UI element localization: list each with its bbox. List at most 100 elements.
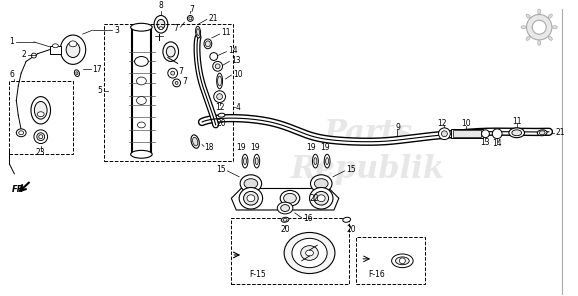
- Text: 23: 23: [36, 148, 46, 157]
- Text: 10: 10: [234, 70, 243, 79]
- Text: 16: 16: [303, 214, 313, 223]
- Ellipse shape: [244, 179, 258, 189]
- Text: 17: 17: [92, 65, 102, 74]
- Ellipse shape: [549, 14, 553, 18]
- Text: 1: 1: [10, 37, 14, 46]
- Ellipse shape: [37, 133, 45, 141]
- Ellipse shape: [189, 17, 192, 20]
- Circle shape: [168, 68, 177, 78]
- Text: 11: 11: [512, 117, 521, 126]
- Ellipse shape: [314, 179, 328, 189]
- Ellipse shape: [131, 23, 152, 31]
- Ellipse shape: [292, 238, 327, 268]
- Ellipse shape: [18, 131, 24, 135]
- Text: 14: 14: [492, 139, 502, 148]
- Ellipse shape: [313, 154, 318, 168]
- Ellipse shape: [163, 42, 179, 62]
- Ellipse shape: [66, 42, 80, 57]
- Circle shape: [214, 91, 225, 102]
- Ellipse shape: [301, 246, 318, 260]
- Ellipse shape: [136, 77, 146, 85]
- Bar: [357, 237, 425, 284]
- Bar: [231, 218, 349, 284]
- Ellipse shape: [509, 128, 525, 138]
- Text: 22: 22: [310, 194, 319, 203]
- Ellipse shape: [53, 44, 58, 48]
- Text: 20: 20: [217, 120, 227, 128]
- Ellipse shape: [549, 36, 553, 40]
- Ellipse shape: [154, 15, 168, 33]
- Ellipse shape: [218, 76, 221, 86]
- Ellipse shape: [314, 192, 328, 205]
- Ellipse shape: [324, 154, 330, 168]
- Ellipse shape: [343, 217, 350, 222]
- Ellipse shape: [281, 217, 289, 222]
- Text: 13: 13: [231, 56, 241, 65]
- Ellipse shape: [242, 154, 248, 168]
- Text: 4: 4: [235, 103, 240, 112]
- Text: F-15: F-15: [249, 270, 266, 279]
- Text: 11: 11: [221, 28, 231, 37]
- Text: Parts
Republik: Parts Republik: [291, 118, 445, 185]
- Ellipse shape: [39, 135, 43, 139]
- Ellipse shape: [254, 154, 260, 168]
- Ellipse shape: [526, 14, 530, 18]
- Text: 5: 5: [98, 86, 102, 95]
- Text: 15: 15: [216, 165, 225, 174]
- Circle shape: [442, 131, 447, 137]
- Text: 6: 6: [9, 70, 14, 79]
- Polygon shape: [231, 189, 339, 210]
- Circle shape: [210, 53, 218, 60]
- Ellipse shape: [538, 41, 540, 45]
- Circle shape: [215, 64, 220, 69]
- Text: 21: 21: [556, 128, 565, 137]
- Ellipse shape: [157, 20, 165, 29]
- Ellipse shape: [325, 158, 328, 165]
- Ellipse shape: [16, 129, 26, 137]
- Text: 10: 10: [461, 120, 470, 128]
- Text: F-16: F-16: [368, 270, 385, 279]
- Text: 12: 12: [215, 103, 224, 112]
- Text: 7: 7: [190, 5, 195, 14]
- Text: 7: 7: [183, 78, 187, 86]
- Ellipse shape: [166, 46, 175, 57]
- Ellipse shape: [310, 187, 333, 209]
- Ellipse shape: [31, 96, 50, 124]
- Bar: [104, 24, 234, 161]
- Circle shape: [439, 128, 450, 140]
- Ellipse shape: [135, 57, 148, 66]
- Ellipse shape: [281, 205, 290, 211]
- Ellipse shape: [243, 192, 258, 205]
- Ellipse shape: [34, 102, 47, 119]
- Circle shape: [492, 129, 502, 139]
- Ellipse shape: [283, 218, 287, 221]
- Text: 12: 12: [437, 118, 446, 128]
- Ellipse shape: [192, 137, 198, 146]
- Ellipse shape: [195, 26, 201, 38]
- Ellipse shape: [284, 232, 335, 274]
- Ellipse shape: [31, 53, 36, 58]
- Ellipse shape: [317, 195, 325, 202]
- Circle shape: [217, 94, 223, 99]
- Ellipse shape: [553, 26, 557, 29]
- Ellipse shape: [60, 35, 86, 64]
- Text: 14: 14: [228, 46, 238, 55]
- Ellipse shape: [310, 175, 332, 192]
- Ellipse shape: [76, 72, 78, 75]
- Ellipse shape: [538, 9, 540, 14]
- Text: 7: 7: [179, 67, 183, 76]
- Text: FR: FR: [12, 185, 24, 194]
- Ellipse shape: [538, 130, 547, 136]
- Text: 13: 13: [481, 138, 490, 147]
- Text: 19: 19: [320, 143, 330, 152]
- Ellipse shape: [306, 250, 313, 256]
- Ellipse shape: [512, 130, 521, 136]
- Ellipse shape: [205, 41, 210, 47]
- Ellipse shape: [314, 158, 317, 165]
- Text: 19: 19: [236, 143, 246, 152]
- Bar: [50, 46, 61, 54]
- Circle shape: [481, 130, 490, 138]
- Bar: [453, 130, 480, 137]
- Ellipse shape: [395, 257, 409, 265]
- Ellipse shape: [243, 158, 246, 165]
